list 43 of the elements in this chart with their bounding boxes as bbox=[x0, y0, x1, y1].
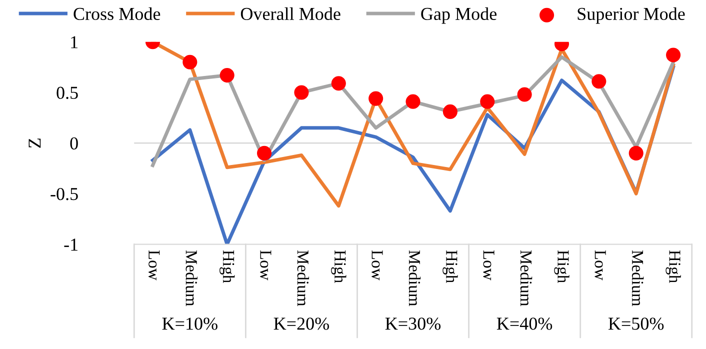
text: K=50% bbox=[608, 318, 664, 330]
x-tick-label: Medium bbox=[297, 250, 310, 306]
y-axis-title: Z bbox=[28, 138, 41, 148]
point bbox=[256, 146, 272, 160]
y-tick-label: 0 bbox=[70, 137, 78, 150]
text: K=10% bbox=[162, 318, 218, 330]
text: K=30% bbox=[385, 318, 441, 330]
x-tick-label: Medium bbox=[632, 250, 644, 306]
text: K=40% bbox=[496, 318, 552, 330]
x-tick-label: Low bbox=[372, 250, 383, 280]
x-tick-label: High bbox=[666, 250, 681, 283]
point bbox=[480, 94, 495, 109]
point bbox=[182, 54, 198, 70]
point bbox=[628, 146, 644, 160]
x-tick-label: Low bbox=[260, 250, 272, 280]
y-tick-label: 0.5 bbox=[56, 86, 78, 100]
x-tick-label: High bbox=[220, 250, 235, 283]
point bbox=[220, 68, 234, 83]
y-tick-label: -1 bbox=[64, 238, 78, 251]
legend-label: Overall Mode bbox=[240, 7, 340, 20]
y-tick-label: -0.5 bbox=[50, 188, 78, 200]
x-tick-label: Medium bbox=[186, 250, 198, 306]
point bbox=[517, 87, 532, 102]
legend-label: Cross Mode bbox=[74, 7, 160, 20]
text: K=20% bbox=[274, 318, 330, 330]
legend-label: Gap Mode bbox=[421, 7, 497, 24]
x-tick-label: Low bbox=[483, 250, 494, 280]
legend-label: Superior Mode bbox=[578, 7, 685, 24]
x-tick-label: High bbox=[442, 250, 458, 283]
point bbox=[406, 94, 420, 109]
x-tick-label: High bbox=[331, 250, 346, 283]
point bbox=[666, 48, 681, 62]
x-tick-label: Low bbox=[594, 250, 606, 280]
x-tick-label: Medium bbox=[408, 250, 421, 306]
point bbox=[592, 74, 606, 89]
x-tick-label: Medium bbox=[520, 250, 532, 306]
point bbox=[442, 104, 458, 119]
point bbox=[294, 85, 309, 100]
point bbox=[368, 91, 384, 106]
point bbox=[331, 76, 346, 91]
x-tick-label: High bbox=[554, 250, 570, 283]
y-tick-label: 1 bbox=[71, 36, 78, 48]
x-tick-label: Low bbox=[148, 250, 160, 280]
